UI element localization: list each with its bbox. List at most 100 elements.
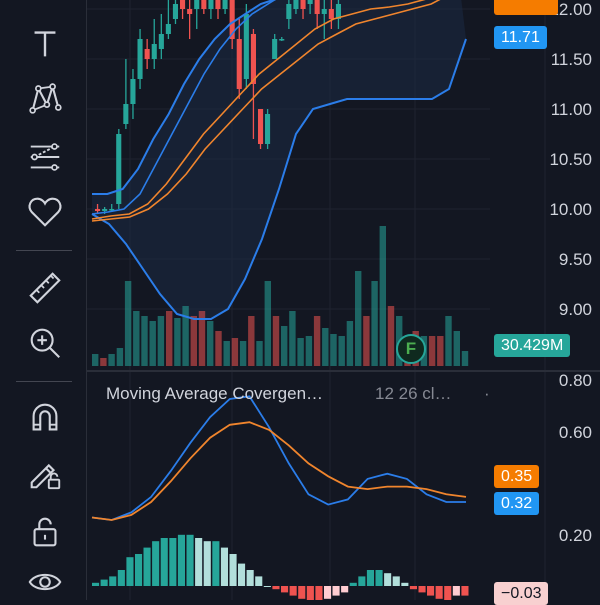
volume-bar [461,351,469,366]
volume-bar [166,311,173,366]
candle-body [258,109,264,144]
candle-body [102,209,108,211]
histogram-bar [418,586,426,593]
price-axis-label: 9.50 [558,250,592,269]
candle-body [321,9,327,14]
volume-bar [149,321,156,366]
pattern-tool[interactable] [22,78,68,118]
candle-body [151,44,157,59]
macd-line [91,395,466,521]
candle-body [208,0,214,9]
volume-bar [387,306,395,366]
bollinger-lower-line [91,38,467,320]
histogram-bar [358,576,366,586]
volume-bar [133,311,140,366]
candle-body [222,0,228,9]
orange-price-badge [494,0,558,15]
measure-tool[interactable] [22,268,68,308]
volume-bar [248,316,255,366]
volume-bar [124,281,132,366]
lock-drawings-tool[interactable] [22,453,68,493]
macd-axis-label: 0.20 [558,526,592,545]
volume-bar [264,281,271,366]
volume-bar [437,336,444,366]
zoom-in-icon [30,328,60,358]
candle-body [250,34,256,84]
candle-body [144,49,150,59]
macd-indicator-title[interactable]: Moving Average Covergen… [106,384,324,403]
macd-more-icon[interactable]: · [484,384,490,403]
ruler-icon [29,272,61,304]
candle-body [300,0,306,9]
histogram-bar [315,586,323,600]
volume-bar [330,334,337,366]
macd-axis-label: 0.60 [558,423,592,442]
histogram-bar [272,586,280,590]
volume-bar [100,358,107,366]
histogram-bar [92,582,100,586]
histogram-bar [177,534,185,586]
macd-indicator-params[interactable]: 12 26 cl… [375,384,452,403]
volume-bar [116,348,124,366]
histogram-bar [255,576,263,586]
histogram-bar [452,586,460,596]
histogram-bar [212,541,220,586]
histogram-bar [143,547,151,586]
candle-body [293,0,299,9]
histogram-bar [435,586,443,599]
text-tool[interactable] [22,24,68,64]
candle-body [328,9,334,19]
histogram-bar [281,586,289,593]
histogram-bar [375,570,383,586]
macd-axis-label: 0.80 [558,371,592,390]
toolbar-border [86,0,87,600]
candle-body [215,0,221,9]
histogram-bar [195,538,203,586]
zoom-tool[interactable] [22,323,68,363]
histogram-bar [306,586,314,600]
magnet-tool[interactable] [22,398,68,438]
volume-value-badge: 30.429M [494,334,571,357]
histogram-bar [324,586,332,599]
volume-bar [379,226,386,366]
histogram-bar [246,570,254,586]
volume-bar [453,331,460,366]
volume-bar [322,328,329,366]
histogram-bar [109,576,117,586]
bollinger-upper-line [92,0,277,195]
histogram-bar [203,541,211,586]
volume-bar [182,306,189,366]
hide-drawings-tool[interactable] [22,562,68,602]
volume-bar [428,336,436,366]
histogram-value-badge: −0.03 [494,582,549,605]
candle-body [265,114,271,144]
candle-body [95,209,101,211]
event-marker-f[interactable]: F [396,334,426,364]
candle-body [187,9,193,14]
candle-body [236,39,242,89]
volume-bar [445,316,452,366]
histogram-bar [152,541,160,586]
forecast-tool[interactable] [22,137,68,177]
histogram-bar [229,554,237,586]
eye-icon [28,573,62,591]
histogram-bar [384,573,392,586]
favorites-tool[interactable] [22,192,68,232]
volume-bar [297,338,304,366]
candle-body [137,39,143,79]
candle-body [180,0,186,9]
macd-signal-line [91,421,467,521]
volume-bar [313,316,321,366]
volume-bar [215,331,222,366]
magnet-icon [32,403,58,431]
pattern-tool-icon [29,82,62,114]
lock-all-tool[interactable] [22,512,68,552]
volume-bar [346,321,354,366]
cursor-tool[interactable] [22,0,68,20]
volume-bar [289,311,296,366]
toolbar-divider [16,381,72,382]
current-price-badge: 11.71 [494,26,547,49]
histogram-bar [126,557,134,586]
histogram-bar [366,570,374,586]
